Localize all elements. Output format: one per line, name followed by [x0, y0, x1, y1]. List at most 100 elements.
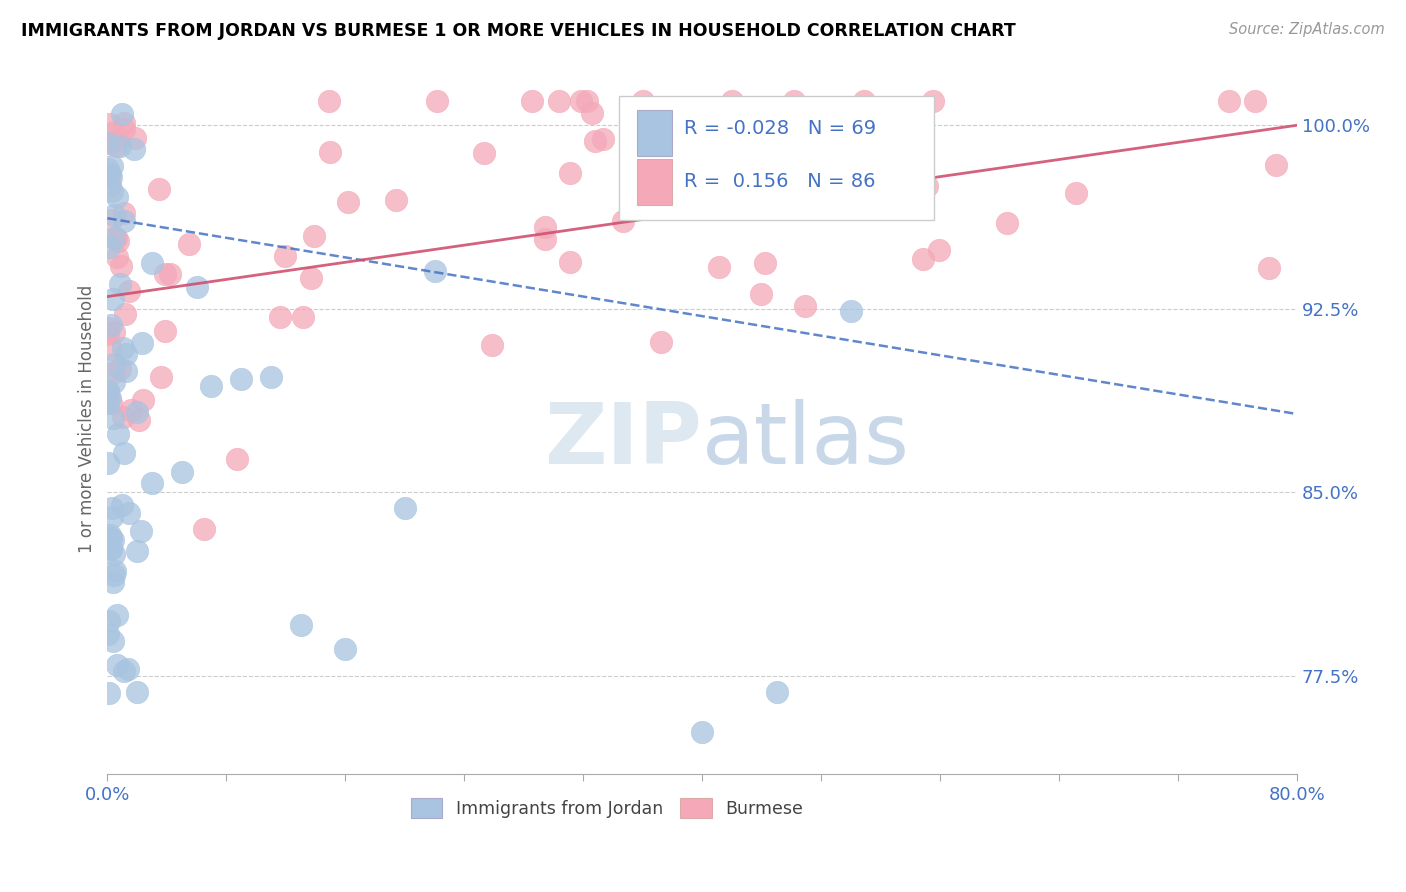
Point [103, 567, 125, 582]
Point [291, 310, 314, 324]
Point [592, 132, 614, 146]
Point [749, 287, 772, 301]
Point [100, 167, 122, 181]
Point [97, 327, 120, 342]
Point [917, 179, 939, 194]
Point [118, 506, 141, 520]
Point [97, 320, 120, 334]
Point [226, 452, 249, 467]
Point [558, 166, 581, 180]
Point [100, 135, 122, 149]
Point [155, 267, 177, 281]
Point [683, 174, 706, 188]
Point [100, 531, 122, 545]
Point [754, 256, 776, 270]
Point [112, 409, 135, 424]
Y-axis label: 1 or more Vehicles in Household: 1 or more Vehicles in Household [79, 285, 96, 553]
Point [179, 237, 201, 252]
Point [141, 475, 163, 490]
Point [98, 178, 121, 192]
Point [100, 542, 122, 557]
Point [127, 543, 149, 558]
Point [101, 501, 124, 516]
Point [114, 307, 136, 321]
Point [426, 94, 449, 108]
Point [631, 94, 654, 108]
Point [839, 303, 862, 318]
Point [118, 284, 141, 298]
Point [148, 182, 170, 196]
Point [103, 292, 125, 306]
Point [101, 574, 124, 589]
Point [793, 299, 815, 313]
Text: R =  0.156   N = 86: R = 0.156 N = 86 [685, 172, 876, 191]
Point [534, 232, 557, 246]
Point [120, 403, 142, 417]
Point [783, 94, 806, 108]
Point [274, 249, 297, 263]
Point [114, 347, 136, 361]
Point [128, 413, 150, 427]
Point [129, 524, 152, 538]
Point [111, 107, 134, 121]
Point [103, 125, 125, 139]
Point [103, 208, 125, 222]
Point [132, 393, 155, 408]
Point [335, 642, 357, 657]
Point [100, 213, 122, 227]
Point [319, 145, 342, 159]
Point [108, 139, 131, 153]
Point [626, 129, 648, 144]
Point [472, 146, 495, 161]
Point [101, 509, 124, 524]
Point [423, 264, 446, 278]
Point [576, 94, 599, 108]
Point [97, 136, 120, 150]
Point [1064, 186, 1087, 201]
Point [186, 280, 208, 294]
Text: R = -0.028   N = 69: R = -0.028 N = 69 [685, 120, 876, 138]
Point [111, 341, 134, 355]
Point [112, 446, 135, 460]
Point [260, 370, 283, 384]
Point [995, 215, 1018, 229]
Point [104, 139, 127, 153]
Point [852, 94, 875, 108]
Point [100, 184, 122, 198]
Point [547, 94, 569, 108]
Point [97, 162, 120, 177]
Point [318, 94, 340, 108]
Point [813, 150, 835, 164]
Text: ZIP: ZIP [544, 399, 702, 482]
Point [730, 162, 752, 177]
Point [100, 396, 122, 410]
Point [98, 528, 121, 542]
Point [269, 310, 291, 325]
Point [97, 169, 120, 183]
Point [922, 94, 945, 108]
Point [765, 685, 787, 699]
Point [97, 385, 120, 400]
Point [112, 122, 135, 136]
Bar [637, 159, 672, 205]
Point [112, 116, 135, 130]
Text: IMMIGRANTS FROM JORDAN VS BURMESE 1 OR MORE VEHICLES IN HOUSEHOLD CORRELATION CH: IMMIGRANTS FROM JORDAN VS BURMESE 1 OR M… [21, 22, 1017, 40]
Point [101, 634, 124, 648]
Point [650, 335, 672, 350]
Point [103, 548, 125, 562]
Point [385, 193, 408, 207]
Point [101, 410, 124, 425]
Point [107, 234, 129, 248]
Point [103, 365, 125, 379]
Point [110, 259, 132, 273]
Point [100, 541, 122, 555]
Point [231, 372, 253, 386]
Point [200, 379, 222, 393]
Point [690, 725, 713, 739]
Point [105, 658, 128, 673]
Point [1243, 94, 1265, 108]
Point [98, 686, 121, 700]
Point [299, 271, 322, 285]
Bar [637, 110, 672, 156]
Point [159, 267, 181, 281]
